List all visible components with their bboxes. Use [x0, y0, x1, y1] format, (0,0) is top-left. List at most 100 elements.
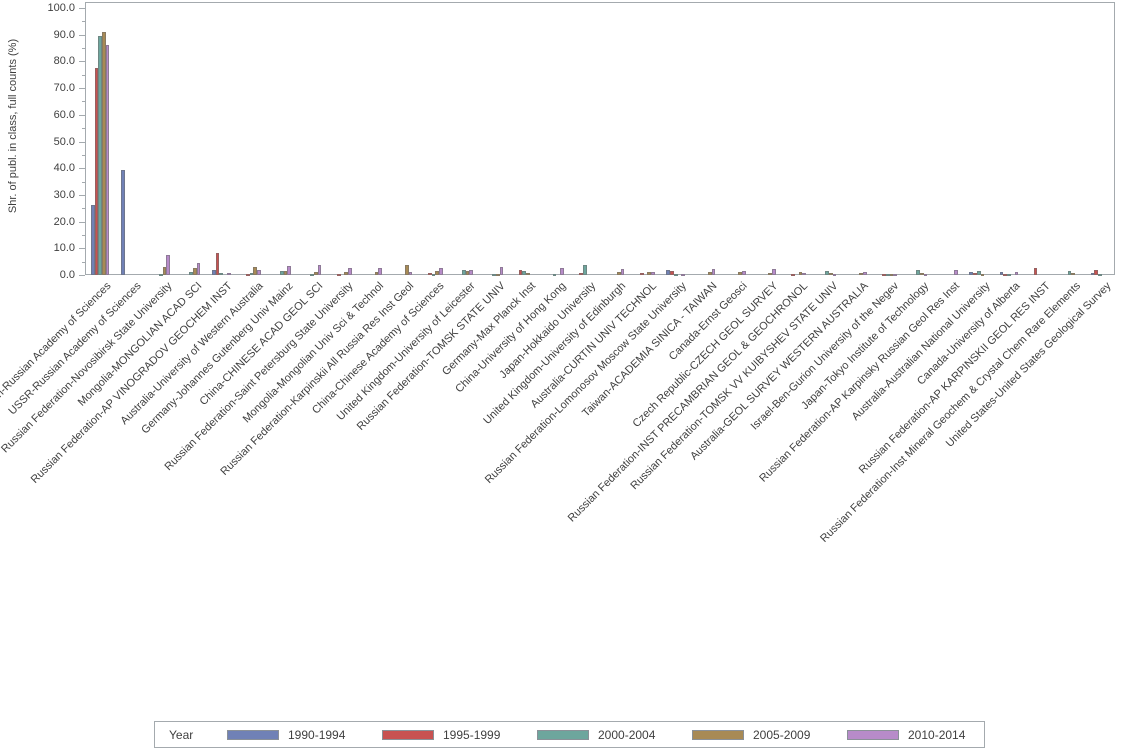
bar — [98, 36, 102, 275]
bar — [90, 205, 95, 275]
bar — [101, 32, 106, 275]
bar — [802, 272, 807, 275]
legend-label: 1990-1994 — [288, 727, 346, 742]
y-major-tick — [79, 8, 85, 9]
bar — [1014, 272, 1019, 275]
bar — [829, 272, 833, 275]
bar — [711, 268, 716, 275]
legend-swatch — [537, 729, 589, 740]
y-tick-label: 50.0 — [53, 135, 75, 148]
bar — [1090, 273, 1095, 276]
y-minor-tick — [82, 101, 85, 102]
bar — [560, 267, 564, 275]
bar — [518, 270, 523, 275]
bar — [973, 273, 977, 276]
y-tick-label: 10.0 — [53, 242, 75, 255]
bar — [196, 263, 201, 275]
legend-swatch — [227, 729, 279, 740]
bar — [94, 68, 99, 275]
bar — [798, 272, 803, 275]
bar — [189, 271, 193, 275]
plot-area — [85, 2, 1115, 275]
bar — [215, 252, 220, 275]
bar — [378, 267, 383, 275]
y-tick-label: 90.0 — [53, 28, 75, 41]
bar — [280, 270, 284, 275]
bar — [158, 274, 163, 277]
bar — [670, 270, 674, 275]
y-major-tick — [79, 88, 85, 89]
bar — [438, 267, 443, 275]
bar — [953, 269, 958, 275]
bar — [283, 271, 288, 275]
bar — [499, 266, 504, 275]
bar — [317, 264, 322, 275]
bar — [469, 270, 473, 275]
bar — [310, 274, 315, 277]
bar — [212, 270, 216, 275]
legend-label: 2000-2004 — [598, 727, 656, 742]
bar — [374, 271, 379, 275]
bar — [1098, 273, 1102, 276]
y-minor-tick — [82, 208, 85, 209]
bar — [246, 273, 250, 276]
bar — [825, 270, 830, 275]
y-major-tick — [79, 195, 85, 196]
bar — [1007, 274, 1011, 277]
bar — [465, 271, 470, 275]
bar — [249, 272, 254, 275]
bar — [314, 272, 318, 275]
bar — [976, 270, 981, 275]
y-minor-tick — [82, 48, 85, 49]
legend-label: 2005-2009 — [753, 727, 811, 742]
bar — [882, 273, 886, 276]
bar — [344, 272, 349, 275]
bar — [919, 272, 924, 275]
y-major-tick — [79, 35, 85, 36]
y-tick-label: 0.0 — [59, 269, 75, 281]
y-tick-label: 100.0 — [47, 2, 75, 14]
legend-swatch — [382, 729, 434, 740]
y-tick-label: 40.0 — [53, 162, 75, 175]
bar — [1003, 273, 1008, 276]
bar — [408, 272, 413, 275]
bar — [492, 274, 496, 277]
bar — [999, 272, 1004, 275]
bar — [741, 270, 746, 275]
y-minor-tick — [82, 235, 85, 236]
y-tick-label: 70.0 — [53, 82, 75, 95]
bar — [859, 272, 864, 275]
bar — [495, 274, 500, 277]
bar — [889, 273, 894, 276]
bar — [772, 268, 776, 275]
bar — [427, 273, 432, 276]
y-minor-tick — [82, 21, 85, 22]
bar — [431, 273, 436, 276]
y-major-tick — [79, 222, 85, 223]
bar — [666, 269, 671, 275]
bar — [404, 264, 409, 275]
bar — [1067, 270, 1072, 275]
bar — [969, 272, 974, 275]
legend-entry: 1990-1994 — [227, 728, 345, 742]
bar — [348, 267, 352, 275]
bar — [980, 274, 985, 277]
bar — [681, 273, 685, 276]
bar — [336, 273, 341, 276]
y-major-tick — [79, 168, 85, 169]
y-minor-tick — [82, 262, 85, 263]
legend-entry: 2000-2004 — [537, 728, 655, 742]
bar — [522, 270, 527, 275]
bar — [738, 271, 742, 275]
bar — [1071, 273, 1076, 276]
bar — [121, 170, 125, 275]
bar — [1094, 270, 1098, 275]
bar — [650, 272, 655, 275]
bar — [923, 274, 928, 277]
y-tick-label: 20.0 — [53, 215, 75, 228]
bar — [707, 272, 712, 275]
bar — [461, 269, 466, 275]
bar — [162, 266, 167, 275]
bar — [192, 268, 197, 275]
